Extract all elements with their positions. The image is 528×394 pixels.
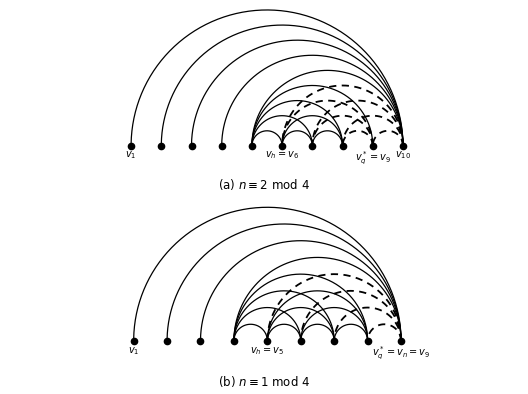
Text: $v_q^* = v_9$: $v_q^* = v_9$ [355,150,391,167]
Text: $v_{10}$: $v_{10}$ [395,150,411,161]
Text: (b) $n \equiv 1\ \mathrm{mod}\ 4$: (b) $n \equiv 1\ \mathrm{mod}\ 4$ [218,374,310,388]
Text: $v_h = v_5$: $v_h = v_5$ [250,345,284,357]
Text: $v_1$: $v_1$ [128,345,139,357]
Text: $v_q^* = v_n = v_9$: $v_q^* = v_n = v_9$ [372,345,430,362]
Text: $v_h = v_6$: $v_h = v_6$ [265,150,299,161]
Text: (a) $n \equiv 2\ \mathrm{mod}\ 4$: (a) $n \equiv 2\ \mathrm{mod}\ 4$ [218,177,310,191]
Text: $v_1$: $v_1$ [125,150,137,161]
